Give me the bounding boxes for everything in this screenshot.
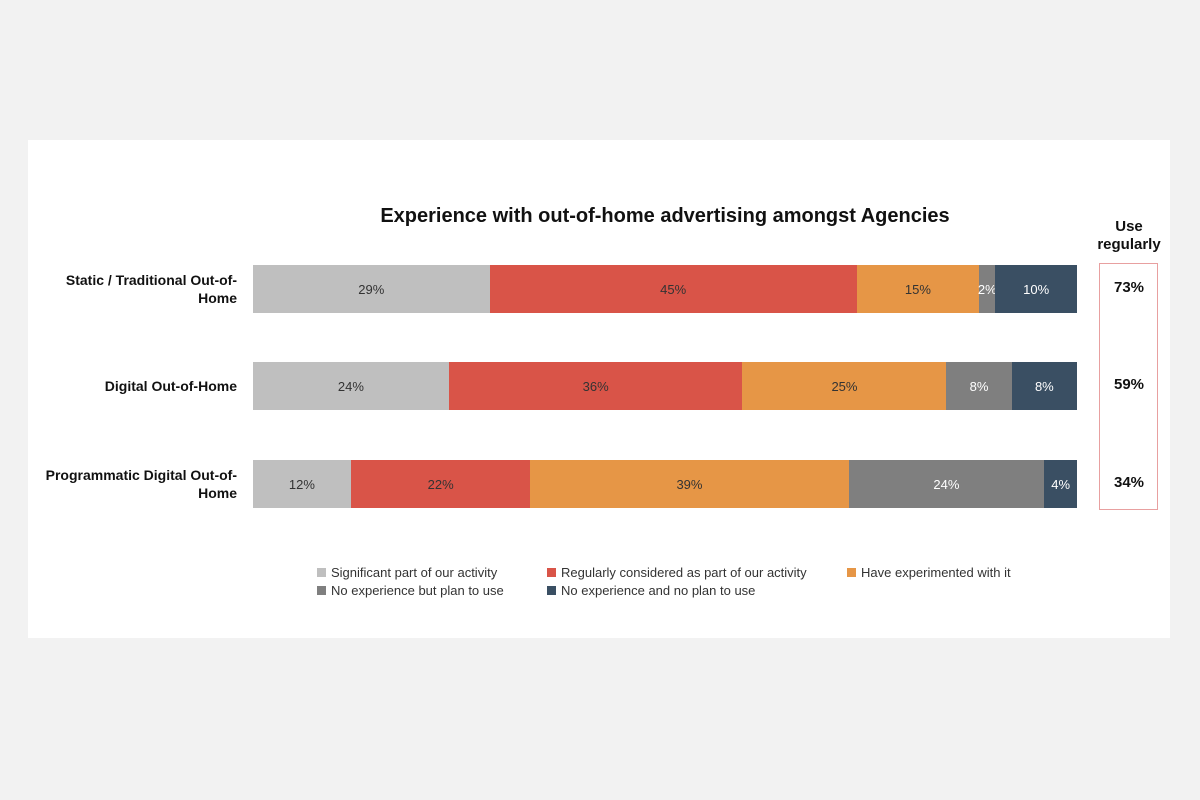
legend-swatch (547, 568, 556, 577)
data-label: 36% (582, 378, 609, 394)
bar-row: 12% 22% 39% 24% 4% (253, 460, 1077, 508)
use-regularly-value: 34% (1113, 474, 1145, 491)
legend-item: Significant part of our activity (317, 565, 497, 580)
bar-row: 29% 45% 15% 2% 10% (253, 265, 1077, 313)
bar-segment: 4% (1044, 460, 1077, 508)
data-label: 22% (427, 476, 454, 492)
legend-label: No experience but plan to use (331, 583, 504, 598)
data-label: 15% (904, 281, 931, 297)
category-label: Static / Traditional Out-of- Home (65, 272, 237, 306)
legend-swatch (847, 568, 856, 577)
legend-item: Regularly considered as part of our acti… (547, 565, 807, 580)
legend-label: Regularly considered as part of our acti… (561, 565, 807, 580)
use-regularly-title: Use regularly (1097, 218, 1161, 253)
legend-swatch (317, 586, 326, 595)
chart-title: Experience with out-of-home advertising … (380, 205, 950, 227)
category-label: Programmatic Digital Out-of- Home (45, 467, 237, 501)
data-label: 2% (977, 281, 997, 297)
legend-swatch (547, 586, 556, 595)
legend-label: No experience and no plan to use (561, 583, 756, 598)
bar-segment: 36% (448, 362, 743, 410)
data-label: 25% (831, 378, 858, 394)
bar-segment: 8% (1011, 362, 1077, 410)
use-regularly-value: 73% (1113, 279, 1145, 296)
legend-label: Have experimented with it (861, 565, 1011, 580)
bar-segment: 24% (253, 362, 449, 410)
data-label: 4% (1051, 476, 1071, 492)
bar-segment: 8% (946, 362, 1012, 410)
legend-item: No experience but plan to use (317, 583, 504, 598)
data-label: 8% (1034, 378, 1054, 394)
data-label: 24% (337, 378, 364, 394)
bar-segment: 22% (350, 460, 531, 508)
legend-swatch (317, 568, 326, 577)
data-label: 29% (358, 281, 385, 297)
data-label: 45% (660, 281, 687, 297)
bar-segment: 15% (856, 265, 980, 313)
data-label: 39% (676, 476, 703, 492)
legend-label: Significant part of our activity (331, 565, 498, 580)
use-regularly-box (1099, 263, 1158, 510)
bar-row: 24% 36% 25% 8% 8% (253, 362, 1077, 410)
category-label: Digital Out-of-Home (104, 378, 237, 394)
bar-segment: 45% (489, 265, 857, 313)
bar-segment: 25% (742, 362, 947, 410)
data-label: 24% (933, 476, 960, 492)
bar-segment: 24% (848, 460, 1045, 508)
bar-segment: 10% (995, 265, 1077, 313)
use-regularly-value: 59% (1113, 376, 1145, 393)
legend-item: No experience and no plan to use (547, 583, 755, 598)
data-label: 12% (288, 476, 315, 492)
bar-segment: 12% (253, 460, 351, 508)
bar-segment: 29% (253, 265, 490, 313)
bar-segment: 2% (977, 265, 997, 313)
legend-item: Have experimented with it (847, 565, 1011, 580)
data-label: 10% (1023, 281, 1050, 297)
data-label: 8% (969, 378, 989, 394)
bar-segment: 39% (530, 460, 849, 508)
